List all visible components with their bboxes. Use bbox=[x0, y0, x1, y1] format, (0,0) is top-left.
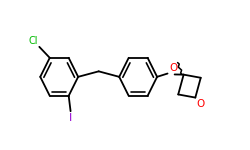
Text: I: I bbox=[69, 113, 72, 123]
Text: Cl: Cl bbox=[28, 36, 38, 46]
Text: O: O bbox=[169, 63, 177, 73]
Text: O: O bbox=[197, 99, 205, 109]
